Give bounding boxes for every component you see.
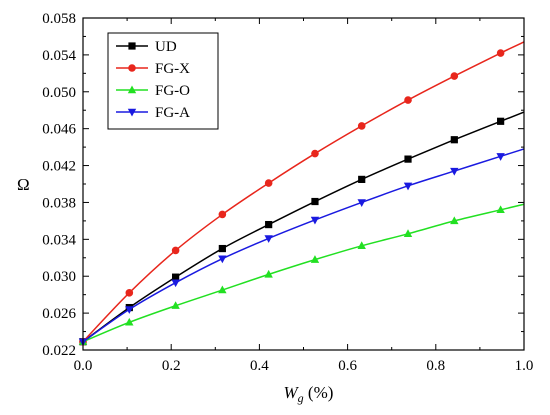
- x-axis-title-main: W: [284, 383, 300, 402]
- x-tick-label: 0.4: [250, 358, 269, 374]
- legend-marker-fg-o: [127, 85, 137, 94]
- data-point-ud: [172, 273, 180, 281]
- x-axis-title-unit: (%): [304, 383, 334, 402]
- legend: UD FG-X FG-O FG-A: [107, 32, 219, 130]
- data-point-fg-a: [171, 279, 180, 288]
- legend-label-ud: UD: [155, 39, 177, 55]
- data-point-fg-o: [450, 216, 459, 225]
- data-point-fg-a: [310, 216, 320, 225]
- data-point-fg-a: [264, 235, 273, 243]
- series-line-ud: [82, 111, 525, 343]
- plot-area: [78, 41, 525, 347]
- data-point-fg-x: [264, 179, 273, 187]
- data-point-fg-x: [496, 49, 505, 57]
- legend-item-fg-o: FG-O: [116, 83, 190, 99]
- legend-item-fg-x: FG-X: [116, 61, 190, 77]
- y-tick-label: 0.038: [42, 195, 76, 211]
- x-tick-label: 0.0: [74, 358, 93, 374]
- x-axis-title-subscript: g: [298, 391, 304, 405]
- x-tick-label: 1.0: [515, 358, 534, 374]
- series-ud: [79, 111, 525, 346]
- y-tick-label: 0.058: [42, 11, 76, 27]
- x-tick-label: 0.8: [426, 358, 445, 374]
- data-point-ud: [265, 220, 273, 229]
- legend-item-ud: UD: [116, 39, 177, 55]
- y-tick-label: 0.034: [42, 232, 76, 248]
- data-point-fg-o: [496, 205, 505, 214]
- data-point-fg-o: [218, 285, 227, 294]
- data-point-ud: [311, 197, 319, 206]
- data-point-fg-o: [125, 317, 134, 326]
- data-point-fg-a: [450, 167, 459, 176]
- data-point-ud: [358, 175, 366, 183]
- data-point-ud: [218, 244, 226, 253]
- legend-box: [107, 32, 219, 130]
- y-tick-label: 0.026: [42, 306, 76, 322]
- x-tick-label: 0.6: [338, 358, 357, 374]
- x-axis-title: Wg (%): [284, 383, 334, 405]
- data-point-fg-a: [125, 306, 134, 314]
- data-point-fg-x: [311, 149, 319, 158]
- y-tick-label: 0.042: [42, 159, 76, 175]
- x-tick-label: 0.2: [162, 358, 181, 374]
- data-point-fg-a: [403, 182, 413, 191]
- data-point-fg-o: [357, 241, 366, 249]
- data-point-fg-a: [496, 153, 505, 161]
- legend-marker-ud: [128, 42, 136, 50]
- y-tick-label: 0.022: [42, 343, 76, 359]
- data-point-fg-x: [357, 122, 366, 130]
- data-point-ud: [450, 136, 458, 144]
- data-point-ud: [497, 117, 505, 125]
- y-tick-label: 0.054: [42, 48, 76, 64]
- data-point-ud: [404, 155, 412, 163]
- data-point-fg-x: [450, 72, 459, 80]
- legend-label-fg-o: FG-O: [155, 83, 190, 99]
- axes: 0.0 0.2 0.4 0.6 0.8 1.0 0.022 0.026 0.030 0.034 0.…: [42, 11, 533, 374]
- legend-marker-fg-a: [127, 108, 137, 117]
- data-point-fg-o: [403, 229, 413, 237]
- legend-marker-fg-x: [128, 64, 136, 72]
- y-tick-label: 0.050: [42, 85, 76, 101]
- series-fg-a: [78, 148, 525, 347]
- data-point-fg-x: [125, 289, 134, 297]
- series-line-fg-a: [82, 148, 525, 343]
- data-point-fg-x: [404, 96, 412, 104]
- data-point-fg-o: [310, 255, 320, 263]
- data-point-fg-a: [357, 199, 366, 207]
- y-axis-title: Ω: [17, 175, 30, 194]
- y-tick-label: 0.046: [42, 122, 76, 138]
- y-tick-label: 0.030: [42, 269, 76, 285]
- legend-label-fg-a: FG-A: [155, 105, 190, 121]
- legend-label-fg-x: FG-X: [155, 61, 190, 77]
- series-fg-x: [79, 41, 525, 346]
- legend-item-fg-a: FG-A: [116, 105, 190, 121]
- data-point-fg-o: [171, 301, 180, 309]
- data-point-fg-a: [218, 255, 227, 264]
- data-point-fg-o: [264, 269, 273, 278]
- data-point-fg-x: [171, 246, 180, 255]
- data-point-fg-x: [218, 210, 227, 219]
